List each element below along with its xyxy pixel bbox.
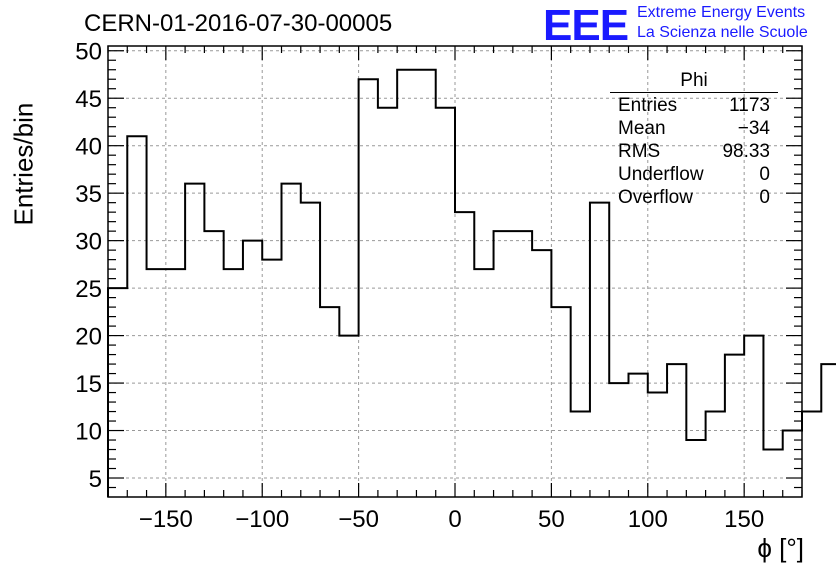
histogram-bin [339,336,358,497]
stats-value: 98.33 [722,141,770,162]
eee-logo: EEE [543,1,629,50]
histogram-bin [185,184,204,497]
stats-box: Phi Entries 1173 Mean −34 RMS 98.33 Unde… [610,70,778,210]
y-tick-label: 30 [75,229,102,256]
y-tick-label: 10 [75,419,102,446]
stats-row-rms: RMS 98.33 [610,141,778,164]
y-tick-label: 15 [75,371,102,398]
y-tick-label: 25 [75,276,102,303]
stats-label: Entries [618,95,678,116]
histogram-bin [204,231,223,497]
chart-title: CERN-01-2016-07-30-00005 [84,10,393,37]
histogram-bin [821,364,836,497]
stats-label: RMS [618,141,661,162]
histogram-bin [147,269,166,497]
y-tick-label: 20 [75,324,102,351]
histogram-bin [648,393,667,497]
x-tick-label: −100 [235,506,289,533]
histogram-bin [108,288,127,497]
histogram-bin [686,440,705,497]
logo-line-2: La Scienza nelle Scuole [637,24,808,41]
histogram-bin [706,412,725,497]
histogram-bin [763,450,782,497]
stats-row-entries: Entries 1173 [610,95,778,118]
histogram-outline [107,68,836,497]
y-axis-label-box: Entries/bin [4,103,44,230]
histogram-bin [744,336,763,497]
stats-row-mean: Mean −34 [610,118,778,141]
y-axis-label: Entries/bin [8,102,39,226]
x-axis-label: ϕ [°] [757,533,804,563]
histogram-bin [513,231,532,497]
histogram-bin [127,136,146,497]
histogram-bin [436,108,455,497]
histogram-bin [571,412,590,497]
histogram-bin [378,108,397,497]
histogram-bin [301,203,320,497]
stats-label: Underflow [618,164,704,185]
histogram-bin [397,70,416,497]
histogram-bin [243,241,262,497]
stats-row-underflow: Underflow 0 [610,164,778,187]
x-tick-label: 150 [724,506,764,533]
histogram-bin [494,231,513,497]
stats-value: 1173 [729,95,770,116]
histogram-bin [629,374,648,497]
histogram-bin [455,212,474,497]
histogram-bin [802,412,821,497]
histogram-bin [783,431,802,497]
y-tick-label: 45 [75,86,102,113]
histogram-bin [590,203,609,497]
y-tick-label: 50 [75,39,102,66]
x-tick-label: −150 [139,506,193,533]
stats-title: Phi [610,70,778,93]
histogram-bin [725,355,744,497]
stats-value: 0 [759,164,770,185]
x-tick-label: 100 [628,506,668,533]
histogram-bin [282,184,301,497]
y-tick-label: 35 [75,181,102,208]
histogram-bin [609,383,628,497]
y-tick-label: 5 [89,466,102,493]
histogram-bin [474,269,493,497]
histogram-bin [416,70,435,497]
histogram-bin [667,364,686,497]
x-tick-label: 50 [538,506,565,533]
stats-label: Mean [618,118,666,139]
stats-row-overflow: Overflow 0 [610,187,778,210]
x-tick-label: −50 [338,506,379,533]
y-tick-label: 40 [75,134,102,161]
stats-value: 0 [759,187,770,208]
stats-value: −34 [737,118,770,139]
x-tick-label: 0 [448,506,461,533]
logo-line-1: Extreme Energy Events [637,4,806,21]
histogram-bin [551,307,570,497]
histogram-bin [262,260,281,497]
histogram-bin [224,269,243,497]
plot-frame [107,45,803,498]
histogram-bin [532,250,551,497]
histogram-bin [320,307,339,497]
stats-label: Overflow [618,187,693,208]
histogram-bin [166,269,185,497]
histogram-bin [359,79,378,497]
